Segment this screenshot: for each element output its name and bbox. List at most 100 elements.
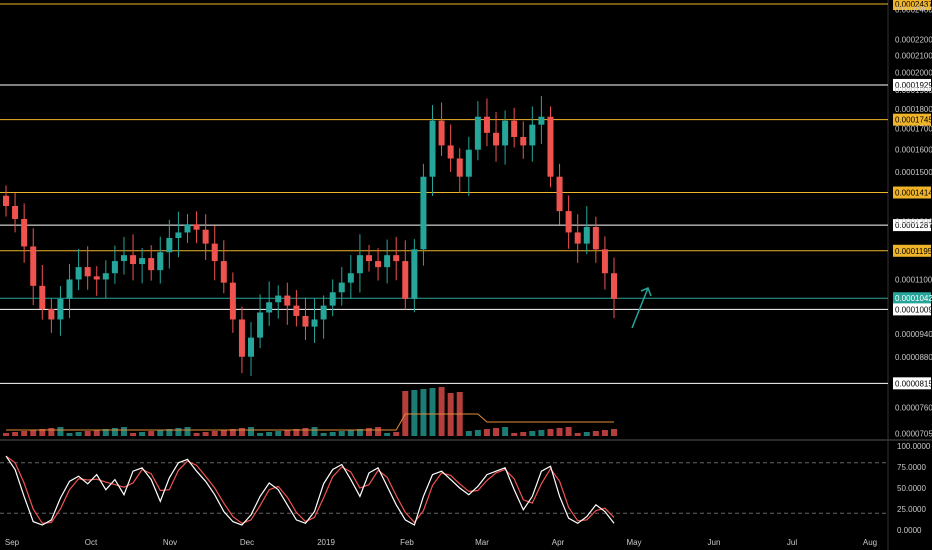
volume-bar [139, 432, 146, 436]
stoch-tick-2: 50.0000 [897, 484, 926, 493]
candle-body [402, 261, 409, 299]
volume-bar [611, 429, 617, 436]
candle-body [356, 255, 363, 274]
volume-bar [57, 427, 64, 436]
volume-bar [184, 427, 191, 436]
candle-body [66, 279, 73, 299]
candle-body [611, 273, 617, 299]
price-tick-10: 0.0001100 [895, 275, 932, 284]
annotations-layer[interactable] [631, 287, 652, 329]
time-tick-3: Dec [240, 538, 254, 547]
volume-bar [583, 432, 590, 436]
volume-bar [320, 433, 327, 436]
volume-bar [574, 433, 581, 436]
price-tick-3: 0.0002000 [895, 68, 932, 77]
volume-bar [311, 427, 318, 436]
volume-bar [511, 433, 518, 436]
price-tick-7: 0.0001600 [895, 146, 932, 155]
volume-bar [130, 433, 137, 436]
volume-bar [502, 427, 509, 436]
volume-bar [93, 430, 100, 436]
level-label-bg-8 [893, 377, 931, 390]
candle-body [347, 273, 354, 283]
candle-body [184, 224, 191, 233]
volume-bar [257, 433, 264, 436]
candle-body [93, 276, 100, 280]
volume-bar [592, 431, 599, 436]
volume-ma-line [6, 413, 614, 431]
candle-body [102, 273, 109, 280]
time-tick-6: Mar [475, 538, 489, 547]
candle-body [111, 261, 118, 274]
candle-body [75, 267, 82, 280]
volume-bar [175, 428, 182, 436]
volume-bar [529, 431, 536, 436]
volume-bar [220, 430, 227, 436]
volume-bar [356, 429, 363, 436]
candle-body [592, 226, 599, 250]
price-tick-8: 0.0001500 [895, 168, 932, 177]
volume-bar [75, 432, 82, 436]
levels-layer[interactable]: 0.0002437 0.0001929 0.0001745 0.0001414 0.00… [0, 0, 932, 390]
volume-bar [329, 432, 336, 436]
candle-body [120, 255, 127, 262]
candle-body [3, 195, 9, 206]
volume-bar [21, 431, 28, 436]
candle-body [365, 255, 372, 262]
candle-body [329, 292, 336, 306]
volume-bar [429, 388, 436, 436]
candle-body [520, 136, 527, 146]
candle-body [293, 305, 300, 316]
time-tick-10: Jul [787, 538, 797, 547]
volume-bar [384, 433, 391, 436]
candle-body [39, 285, 46, 310]
candle-body [139, 258, 146, 265]
price-tick-6: 0.0001700 [895, 125, 932, 134]
candle-body [130, 255, 137, 265]
stoch-tick-1: 75.0000 [897, 463, 926, 472]
volume-bar [483, 429, 490, 436]
axes-layer: 0.0002400 0.0002200 0.0002100 0.0002000 0.00… [5, 5, 932, 547]
volume-bar [438, 387, 445, 436]
candle-body [21, 218, 28, 247]
candle-body [30, 246, 37, 286]
candle-body [229, 282, 236, 320]
time-tick-9: Jun [708, 538, 721, 547]
volume-bar [365, 428, 372, 436]
volume-bar [84, 431, 91, 436]
candle-body [48, 309, 55, 320]
candle-body [57, 298, 64, 320]
volume-bar [538, 430, 545, 436]
volume-bar [520, 432, 527, 436]
candle-body [547, 116, 554, 177]
candle-body [483, 116, 490, 133]
candle-body [601, 249, 608, 274]
volume-bar [202, 432, 209, 436]
time-tick-5: Feb [400, 538, 414, 547]
volume-bar [302, 428, 309, 436]
candle-body [556, 176, 563, 212]
candle-body [438, 120, 445, 146]
volume-bar [556, 428, 563, 436]
candle-body [411, 249, 418, 299]
stoch-tick-0: 100.0000 [897, 442, 931, 451]
volume-bar [275, 431, 282, 436]
candle-body [502, 120, 509, 146]
volume-bar [157, 430, 164, 436]
candles-layer[interactable] [3, 95, 617, 376]
volume-bar [493, 428, 500, 436]
volume-bar [284, 430, 291, 436]
volume-bar [420, 389, 427, 436]
level-label-4: 0.0001287 [895, 221, 932, 230]
level-label-2: 0.0001745 [895, 116, 932, 125]
candle-body [84, 267, 91, 277]
volume-bar [111, 428, 118, 436]
volume-bar [393, 432, 400, 436]
volume-bar [411, 390, 418, 436]
arrow-annotation[interactable] [631, 287, 649, 329]
time-tick-11: Aug [863, 538, 877, 547]
volume-bar [30, 430, 37, 436]
